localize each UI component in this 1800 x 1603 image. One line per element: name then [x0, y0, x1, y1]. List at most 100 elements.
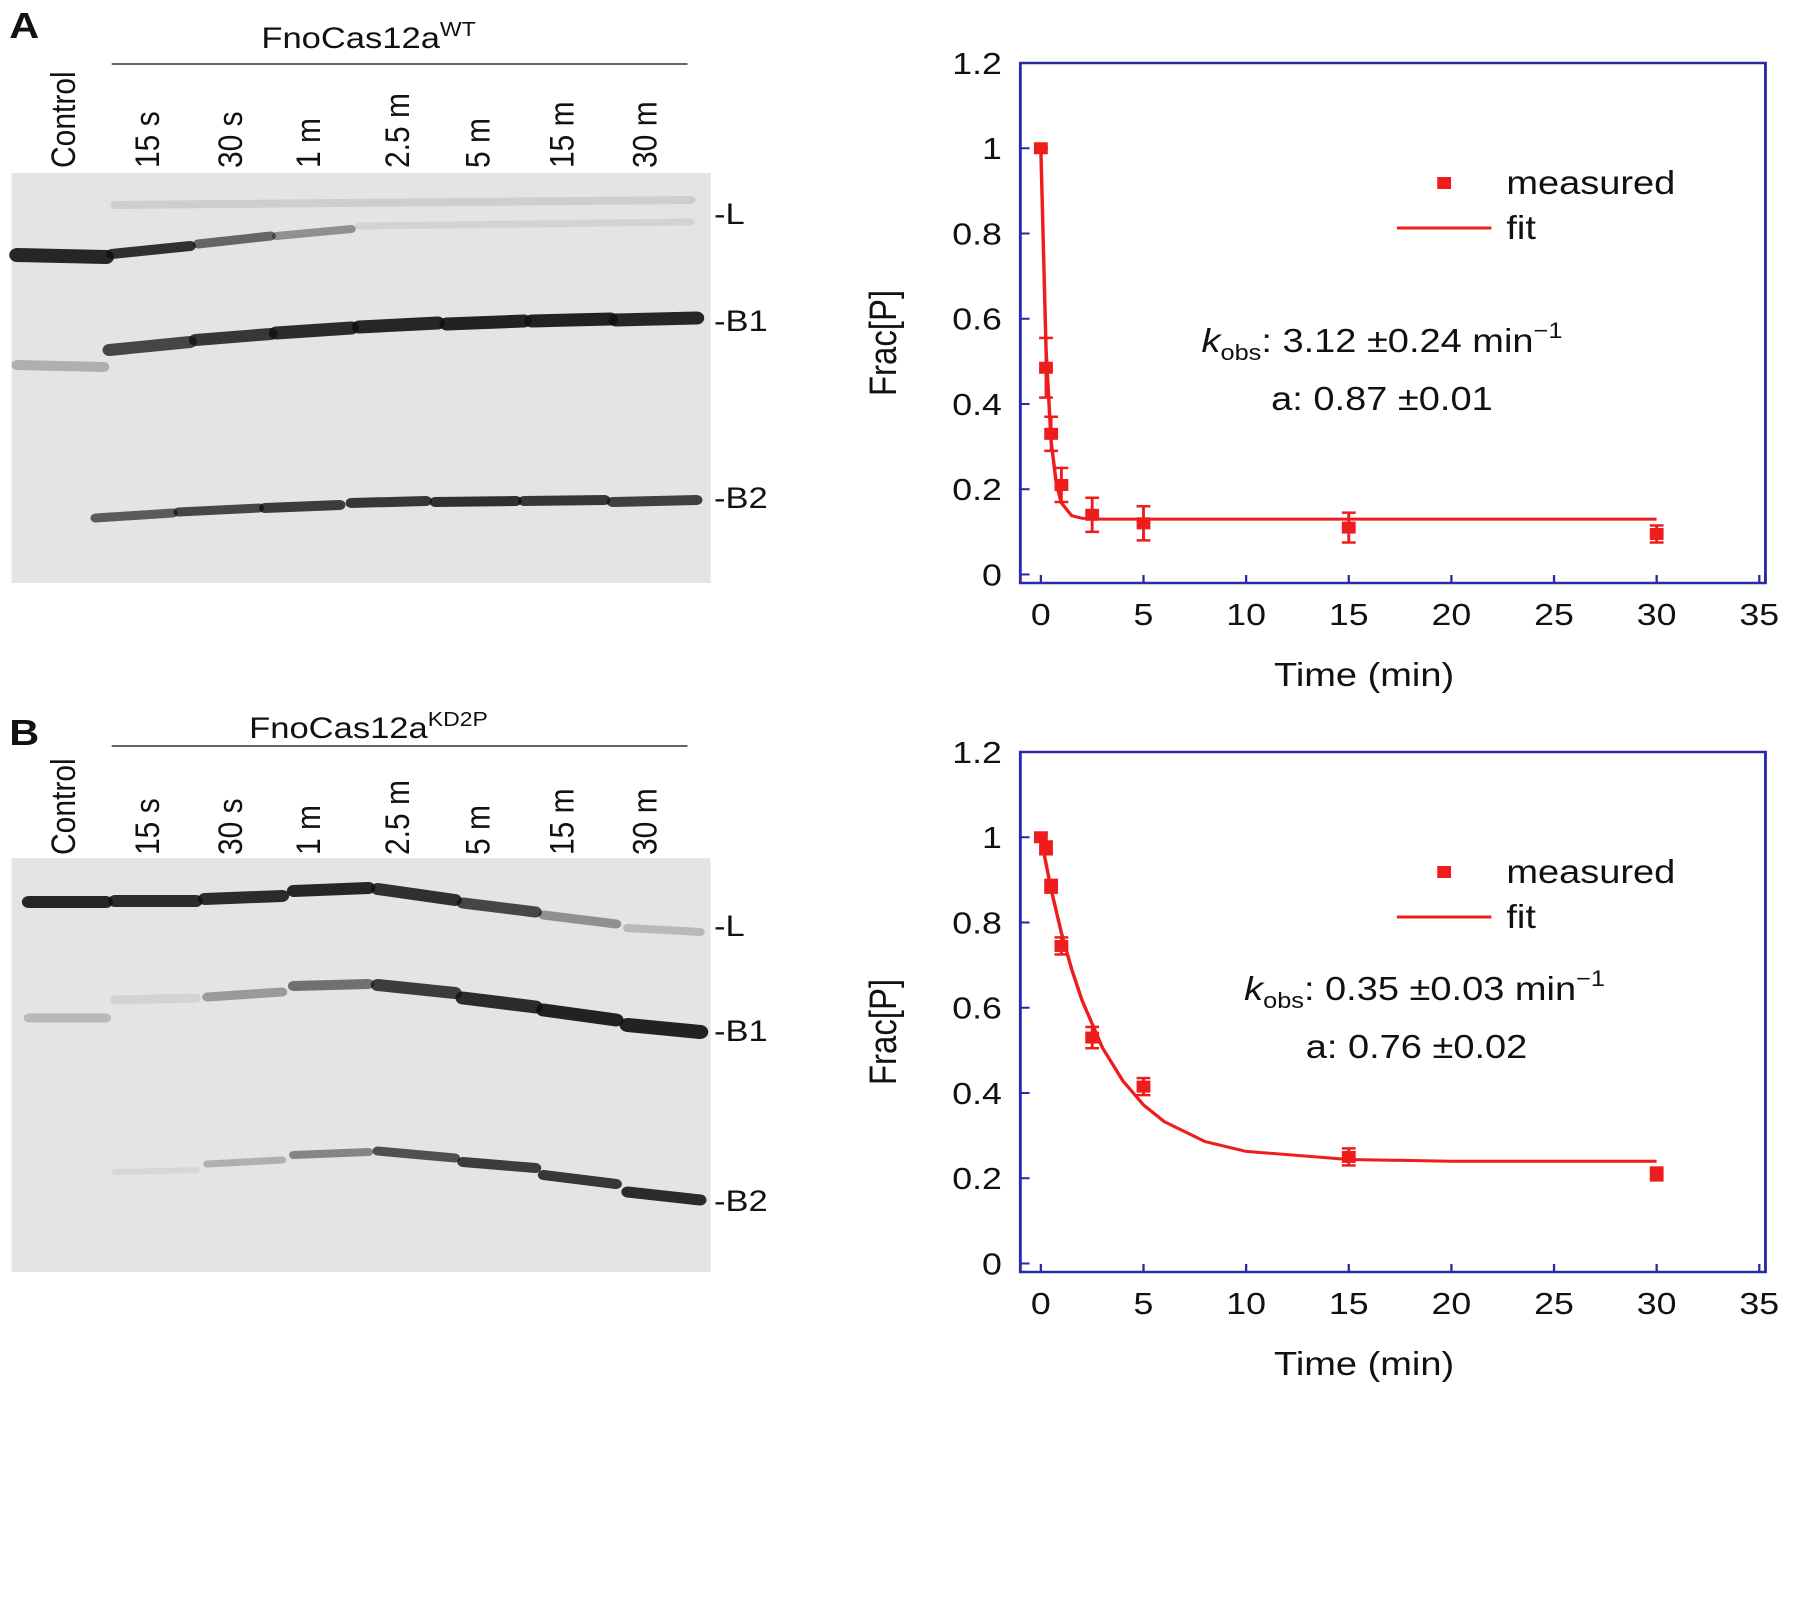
lane-label: 30 m [625, 788, 663, 855]
x-tick-label: 30 [1637, 598, 1677, 632]
x-tick-label: 10 [1226, 598, 1266, 632]
y-tick-label: 0.4 [952, 388, 1002, 422]
lane-label: 30 s [211, 798, 249, 855]
gel-band [90, 508, 178, 523]
x-tick-label: 30 [1637, 1287, 1677, 1321]
x-tick-label: 20 [1432, 1287, 1472, 1321]
x-tick-label: 20 [1432, 598, 1472, 632]
lane-label: Control [44, 71, 82, 168]
y-tick-label: 1 [982, 821, 1002, 855]
y-tick-label: 1 [982, 132, 1002, 166]
lane-label: 15 s [128, 111, 166, 168]
gel-band [536, 1003, 624, 1027]
annotation-text: : 3.12 ±0.24 min [1261, 322, 1533, 359]
annotation-text: : 0.35 ±0.03 min [1304, 970, 1576, 1007]
gel-band [623, 924, 705, 936]
gel-band [192, 231, 276, 249]
gel-band [289, 1148, 374, 1159]
lane-label: 1 m [289, 118, 327, 168]
y-tick-label: 0.8 [952, 907, 1002, 941]
gel-band [621, 1186, 707, 1206]
gel-band [351, 316, 446, 334]
gel-band [110, 196, 696, 209]
x-axis-label: Time (min) [1274, 656, 1454, 693]
gel-band [370, 883, 462, 906]
annotation-text: a: 0.76 ±0.02 [1306, 1028, 1528, 1065]
gel-band [355, 218, 696, 230]
data-point [1649, 1167, 1664, 1180]
y-tick-label: 0.8 [952, 218, 1002, 252]
legend-marker [1437, 177, 1452, 189]
gel-band [370, 979, 462, 999]
x-tick-label: 15 [1329, 598, 1369, 632]
gel-band [259, 500, 346, 513]
legend-label: measured [1506, 164, 1675, 201]
lane-label: 5 m [458, 805, 496, 855]
annotation-symbol: k [1244, 970, 1265, 1007]
fit-line [1039, 836, 1657, 1163]
gel-band [268, 321, 359, 340]
gel-image [11, 858, 711, 1272]
gel-band [11, 360, 110, 372]
gel-band [203, 1156, 287, 1168]
gel-band [105, 241, 196, 259]
annotation-subscript: obs [1221, 341, 1262, 365]
x-tick-label: 35 [1739, 598, 1779, 632]
lane-label: 5 m [458, 118, 496, 168]
band-label: -B2 [714, 1184, 768, 1217]
gel-title: FnoCas12aKD2P [249, 707, 488, 744]
gel-band [455, 991, 543, 1014]
data-point [1136, 1080, 1151, 1093]
y-tick-label: 0.6 [952, 992, 1002, 1026]
gel-band [111, 1167, 200, 1175]
y-tick-label: 0 [982, 1248, 1002, 1282]
lane-label: 15 m [543, 788, 581, 855]
data-point [1341, 1150, 1356, 1163]
legend-marker [1437, 866, 1452, 878]
legend-label: fit [1506, 898, 1536, 935]
y-tick-label: 0.2 [952, 473, 1002, 507]
annotation-subscript: obs [1263, 989, 1304, 1013]
gel-title-main: FnoCas12a [249, 711, 428, 744]
gel-band [538, 910, 622, 929]
gel-band [173, 503, 265, 517]
gel-band [537, 1170, 622, 1189]
x-tick-label: 35 [1739, 1287, 1779, 1321]
gel-image [11, 173, 711, 583]
y-axis-label: Frac[P] [862, 979, 905, 1085]
fit-line [1039, 148, 1657, 521]
y-tick-label: 0 [982, 559, 1002, 593]
gel-band [372, 1146, 461, 1163]
x-tick-label: 0 [1031, 598, 1051, 632]
gel-band [524, 312, 618, 328]
gel-title-main: FnoCas12a [261, 21, 440, 54]
y-tick-label: 0.6 [952, 303, 1002, 337]
gel-band [109, 993, 201, 1005]
band-label: -L [714, 909, 745, 942]
y-tick-label: 0.2 [952, 1162, 1002, 1196]
band-label: -L [714, 197, 745, 230]
gel-band [518, 495, 611, 506]
band-label: -B1 [714, 1014, 768, 1047]
panel-letter: A [9, 6, 39, 46]
gel-band [271, 225, 356, 240]
x-tick-label: 10 [1226, 1287, 1266, 1321]
x-tick-label: 15 [1329, 1287, 1369, 1321]
annotation-text: a: 0.87 ±0.01 [1271, 380, 1493, 417]
gel-band [439, 314, 532, 331]
annotation-symbol: k [1202, 322, 1223, 359]
y-tick-label: 0.4 [952, 1077, 1002, 1111]
annotation-superscript: −1 [1534, 319, 1563, 343]
gel-band [287, 979, 375, 991]
lane-label: 30 s [211, 111, 249, 168]
x-tick-label: 25 [1534, 598, 1574, 632]
gel-band [102, 336, 197, 356]
gel-band [286, 882, 376, 897]
gel-title: FnoCas12aWT [261, 17, 475, 54]
lane-label: 2.5 m [378, 780, 416, 855]
y-tick-label: 1.2 [952, 47, 1002, 81]
gel-band [608, 311, 705, 327]
annotation-superscript: −1 [1576, 967, 1605, 991]
panel-letter: B [9, 713, 39, 753]
